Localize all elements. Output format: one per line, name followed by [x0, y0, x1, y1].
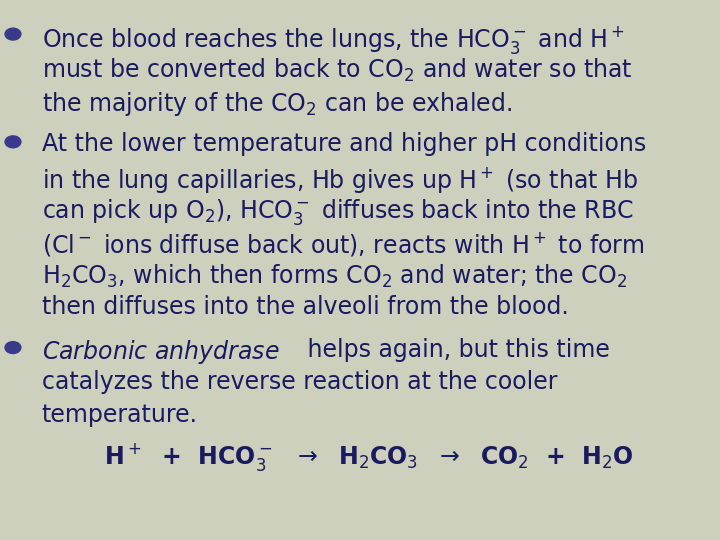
Text: $\mathbf{\mathit{Carbonic\ anhydrase}}$: $\mathbf{\mathit{Carbonic\ anhydrase}}$ — [42, 338, 279, 366]
Text: helps again, but this time: helps again, but this time — [300, 338, 609, 362]
Text: (Cl$^-$ ions diffuse back out), reacts with H$^+$ to form: (Cl$^-$ ions diffuse back out), reacts w… — [42, 230, 644, 258]
Text: must be converted back to CO$_2$ and water so that: must be converted back to CO$_2$ and wat… — [42, 57, 632, 84]
Text: the majority of the CO$_2$ can be exhaled.: the majority of the CO$_2$ can be exhale… — [42, 90, 512, 118]
Text: temperature.: temperature. — [42, 403, 198, 427]
Text: can pick up O$_2$), HCO$_3^-$ diffuses back into the RBC: can pick up O$_2$), HCO$_3^-$ diffuses b… — [42, 197, 633, 227]
Text: catalyzes the reverse reaction at the cooler: catalyzes the reverse reaction at the co… — [42, 370, 557, 394]
Text: At the lower temperature and higher pH conditions: At the lower temperature and higher pH c… — [42, 132, 646, 156]
Text: H$^+$  +  HCO$_3^-$  $\rightarrow$  H$_2$CO$_3$  $\rightarrow$  CO$_2$  +  H$_2$: H$^+$ + HCO$_3^-$ $\rightarrow$ H$_2$CO$… — [104, 441, 634, 472]
Text: Once blood reaches the lungs, the HCO$_3^-$ and H$^+$: Once blood reaches the lungs, the HCO$_3… — [42, 24, 625, 56]
Circle shape — [5, 28, 21, 40]
Text: H$_2$CO$_3$, which then forms CO$_2$ and water; the CO$_2$: H$_2$CO$_3$, which then forms CO$_2$ and… — [42, 263, 627, 290]
Circle shape — [5, 342, 21, 354]
Text: in the lung capillaries, Hb gives up H$^+$ (so that Hb: in the lung capillaries, Hb gives up H$^… — [42, 165, 637, 195]
Text: then diffuses into the alveoli from the blood.: then diffuses into the alveoli from the … — [42, 295, 569, 319]
Circle shape — [5, 136, 21, 148]
